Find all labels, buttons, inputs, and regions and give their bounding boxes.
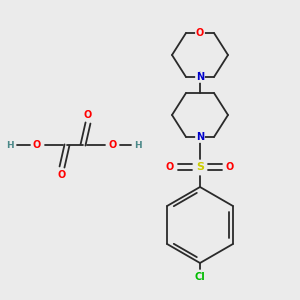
Text: N: N — [196, 72, 204, 82]
Text: O: O — [196, 28, 204, 38]
Text: H: H — [6, 140, 14, 149]
Text: H: H — [134, 140, 142, 149]
Text: S: S — [196, 162, 204, 172]
Text: O: O — [166, 162, 174, 172]
Text: O: O — [226, 162, 234, 172]
Text: O: O — [109, 140, 117, 150]
Text: O: O — [33, 140, 41, 150]
Text: N: N — [196, 132, 204, 142]
Text: O: O — [84, 110, 92, 120]
Text: Cl: Cl — [195, 272, 206, 282]
Text: O: O — [58, 170, 66, 180]
